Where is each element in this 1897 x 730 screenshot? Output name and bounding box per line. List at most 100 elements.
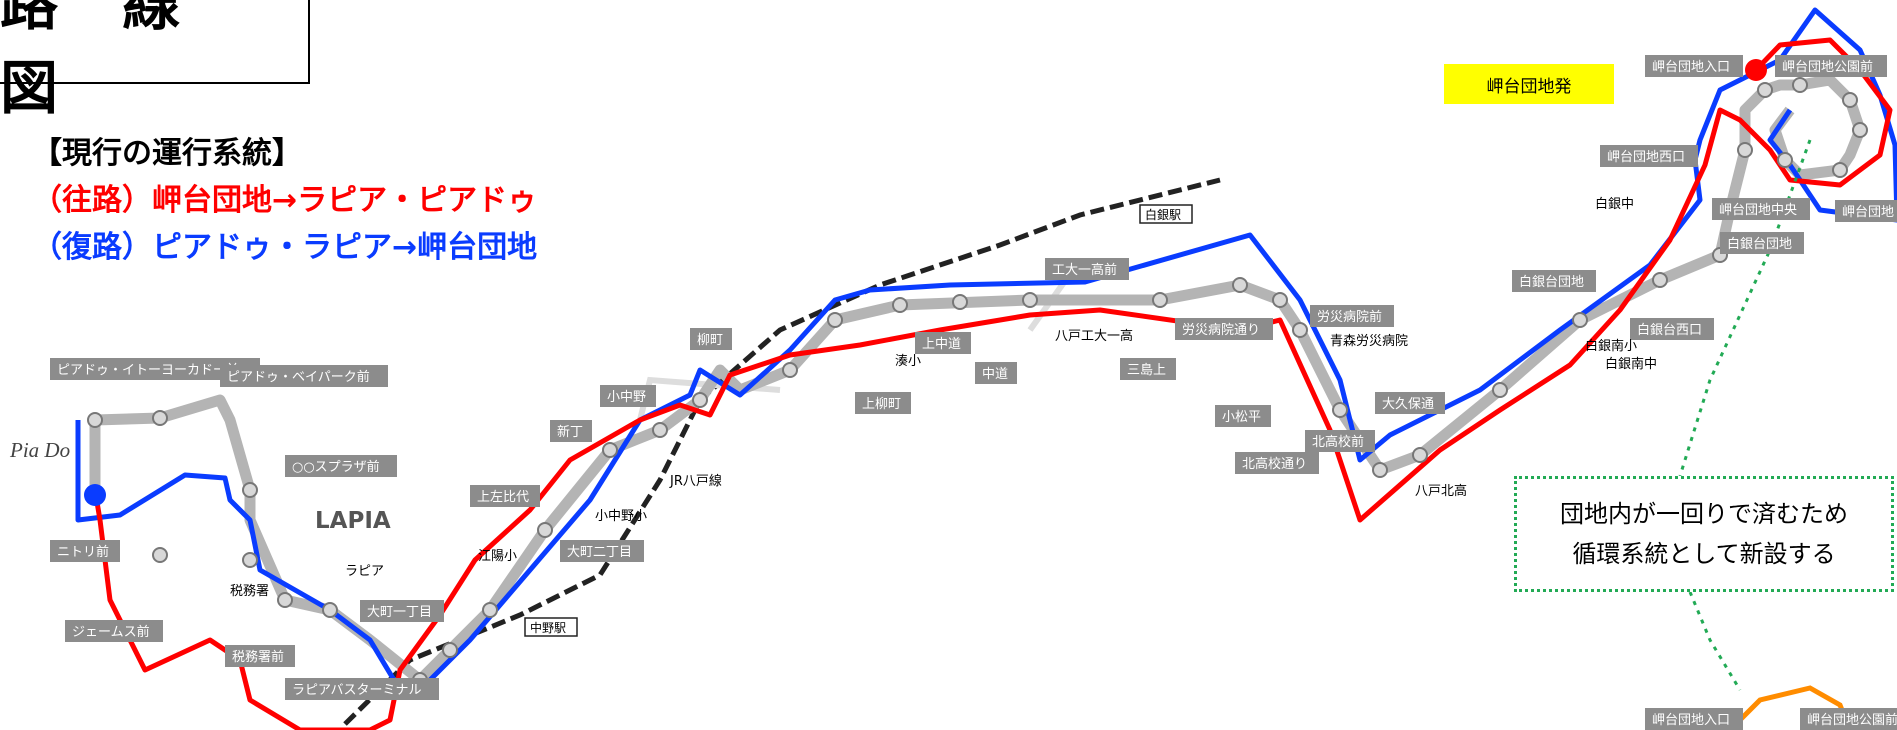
- stop-label: 北高校通り: [1242, 456, 1307, 472]
- stop-label-bg: [1645, 55, 1743, 77]
- bus-stop-marker: [152, 410, 168, 426]
- landmark-label: 八戸北高: [1415, 483, 1467, 499]
- landmark-label: 八戸工大一高: [1055, 328, 1133, 344]
- stop-label: 白銀台西口: [1637, 322, 1702, 338]
- stop-label: 岬台団地: [1842, 205, 1894, 220]
- stop-label: 上柳町: [862, 397, 901, 412]
- stop-label: ラピアバスターミナル: [292, 683, 421, 698]
- bus-stop-marker: [87, 412, 103, 428]
- stop-label: 岬台団地公園前: [1807, 712, 1897, 728]
- bus-stop-marker: [1272, 292, 1288, 308]
- bus-stop-marker: [1777, 152, 1793, 168]
- rail-station-label: 中野駅: [530, 620, 566, 635]
- note-pointer-line: [1688, 591, 1742, 691]
- stop-label-bg: [915, 332, 971, 354]
- bus-stop-marker: [652, 422, 668, 438]
- stop-label: 白銀台団地: [1727, 236, 1792, 252]
- bus-stop-marker: [1757, 82, 1773, 98]
- stop-label-bg: [690, 328, 732, 350]
- bus-stop-marker: [1792, 77, 1808, 93]
- outbound-route-path: [92, 37, 1893, 730]
- bus-stop-marker: [692, 392, 708, 408]
- stop-label: ○○スプラザ前: [292, 459, 380, 475]
- bus-stop-marker: [482, 602, 498, 618]
- stop-label-bg: [50, 358, 260, 380]
- stop-label-bg: [1375, 392, 1445, 414]
- stop-label-bg: [1175, 318, 1273, 340]
- stop-label: 岬台団地公園前: [1782, 59, 1873, 75]
- outbound-start-marker: [1745, 59, 1767, 81]
- stop-label: 岬台団地中央: [1719, 203, 1797, 218]
- stop-label: 岬台団地入口: [1652, 713, 1730, 728]
- stop-label: 中道: [982, 367, 1008, 382]
- stop-label: 大町一丁目: [367, 605, 432, 620]
- stop-label: ピアドゥ・イトーヨーカドー前: [57, 362, 239, 378]
- landmark-label: 江陽小: [478, 549, 517, 564]
- rail-station-box: [1139, 204, 1193, 224]
- stop-label-bg: [1775, 55, 1887, 77]
- bus-stop-marker: [1372, 462, 1388, 478]
- bus-stop-marker: [1737, 142, 1753, 158]
- note-line-1: 団地内が一回りで済むため: [1560, 500, 1848, 528]
- bus-stop-marker: [242, 482, 258, 498]
- stop-label: ピアドゥ・ベイパーク前: [227, 369, 370, 385]
- stop-label: ジェームス前: [72, 624, 150, 640]
- stop-label-bg: [1305, 430, 1375, 452]
- origin-label: 岬台団地発: [1444, 64, 1614, 104]
- bus-stop-marker: [827, 312, 843, 328]
- stop-label-bg: [1720, 232, 1804, 254]
- stop-label-bg: [1120, 358, 1176, 380]
- bus-stop-marker: [1572, 312, 1588, 328]
- circular-route-note: 団地内が一回りで済むため 循環系統として新設する: [1514, 476, 1894, 592]
- stop-label-bg: [560, 540, 644, 562]
- bus-stop-marker: [892, 297, 908, 313]
- stop-label-bg: [285, 678, 439, 700]
- stop-label-bg: [1712, 198, 1810, 220]
- bus-stop-marker: [1152, 292, 1168, 308]
- bus-stop-marker: [782, 362, 798, 378]
- rail-station-label: 白銀駅: [1145, 207, 1181, 222]
- stop-label-bg: [1235, 452, 1319, 474]
- stop-label-bg: [470, 485, 540, 507]
- stop-label: 上左比代: [477, 490, 529, 505]
- landmark-label: JR八戸線: [669, 473, 722, 489]
- stop-label: ニトリ前: [57, 544, 109, 560]
- landmark-label: 白銀南中: [1605, 356, 1657, 372]
- return-route-path: [75, 7, 1897, 693]
- bus-stop-marker: [1022, 292, 1038, 308]
- stop-labels: ピアドゥ・イトーヨーカドー前ピアドゥ・ベイパーク前ニトリ前ジェームス前税務署前ラ…: [50, 55, 1897, 730]
- stop-label: 上中道: [922, 337, 961, 352]
- bus-stop-marker: [242, 552, 258, 568]
- stop-label-bg: [855, 392, 911, 414]
- stop-label-bg: [1310, 305, 1394, 327]
- stop-label: 小中野: [607, 390, 646, 405]
- stop-label: 北高校前: [1312, 434, 1364, 450]
- stop-label-bg: [550, 420, 592, 442]
- stop-label: 白銀台団地: [1519, 274, 1584, 290]
- stop-label-bg: [600, 385, 656, 407]
- stop-label: 工大一高前: [1052, 262, 1117, 278]
- stop-label-bg: [1512, 270, 1596, 292]
- stop-label: 小松平: [1222, 410, 1261, 425]
- stop-label: 柳町: [697, 333, 723, 348]
- landmark-label: 白銀南小: [1585, 338, 1637, 354]
- bus-stop-marker: [1292, 322, 1308, 338]
- legend-heading: 【現行の運行系統】: [32, 136, 302, 171]
- piado-logo: Pia Do: [10, 438, 71, 462]
- stop-label-bg: [360, 600, 444, 622]
- bus-stop-marker: [1232, 277, 1248, 293]
- landmark-label: 湊小: [895, 354, 921, 369]
- stop-label-bg: [1600, 145, 1698, 167]
- landmark-label: 小中野小: [595, 509, 647, 524]
- bus-stop-marker: [1492, 382, 1508, 398]
- stop-label: 労災病院前: [1317, 309, 1382, 325]
- bus-stop-marker: [277, 592, 293, 608]
- stop-label: 労災病院通り: [1182, 323, 1260, 338]
- legend-outbound: （往路）岬台団地→ラピア・ピアドゥ: [32, 183, 538, 218]
- stop-label-bg: [1045, 258, 1129, 280]
- legend-return: （復路）ピアドゥ・ラピア→岬台団地: [32, 230, 538, 265]
- bus-stop-marker: [152, 547, 168, 563]
- lapia-logo: LAPIA: [315, 508, 391, 534]
- rail-station-box: [524, 617, 578, 637]
